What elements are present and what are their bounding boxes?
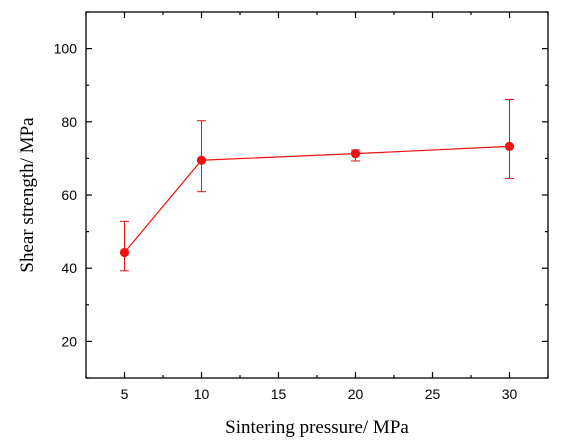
- y-tick-label: 40: [61, 260, 77, 276]
- axis-ticks: 5 10 15 20 25 30 20 40 60 80 100: [54, 11, 549, 402]
- data-point: [350, 149, 361, 159]
- plot-frame: [85, 11, 549, 379]
- data-point: [504, 141, 515, 151]
- y-tick-label: 20: [61, 333, 77, 349]
- data-point: [119, 247, 130, 258]
- x-tick-label: 20: [348, 386, 364, 402]
- y-tick-label: 60: [61, 187, 77, 203]
- x-axis-title: Sintering pressure/ MPa: [225, 417, 409, 438]
- y-tick-label: 80: [61, 114, 77, 130]
- x-tick-label: 10: [194, 386, 210, 402]
- series-line: [124, 145, 510, 253]
- y-tick-label: 100: [54, 41, 78, 57]
- x-tick-label: 25: [425, 386, 441, 402]
- y-axis-title: Shear strength/ MPa: [17, 117, 38, 273]
- data-point: [196, 155, 207, 165]
- x-tick-label: 15: [271, 386, 287, 402]
- x-tick-label: 30: [502, 386, 518, 402]
- series-layer: [119, 98, 515, 272]
- x-tick-label: 5: [121, 386, 129, 402]
